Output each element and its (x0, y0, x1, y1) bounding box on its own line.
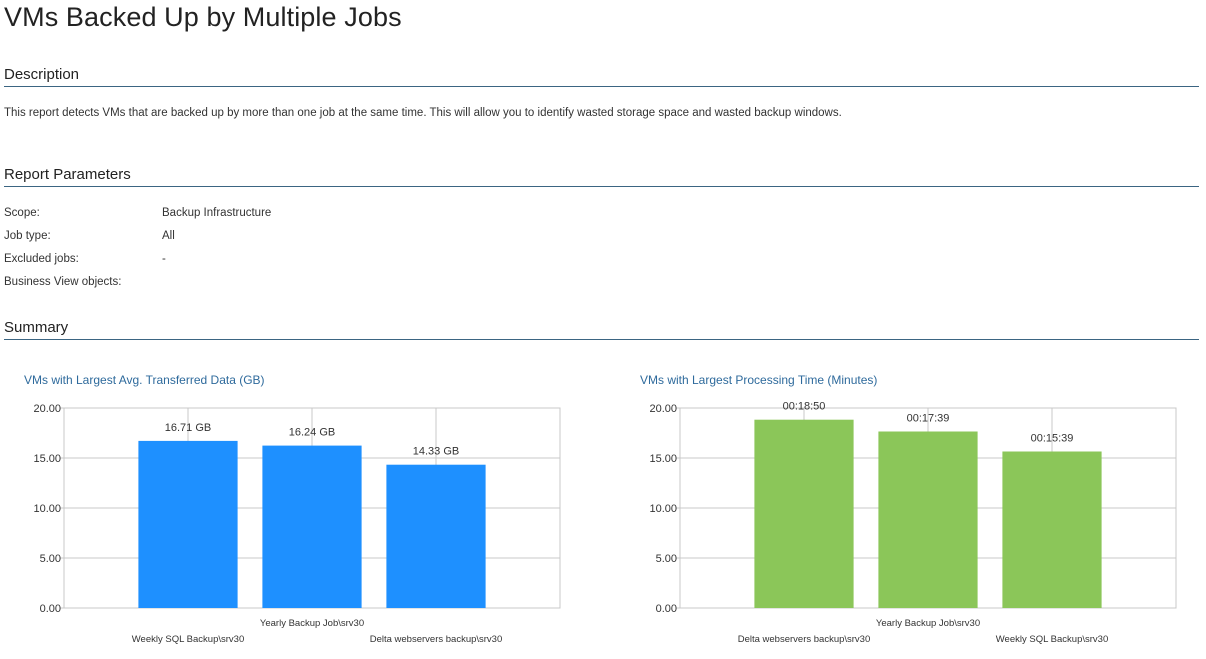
data-label: 16.24 GB (289, 427, 335, 439)
report-parameters-heading: Report Parameters (4, 166, 1199, 187)
param-label: Scope: (4, 207, 40, 219)
category-label: Delta webservers backup\srv30 (370, 634, 503, 645)
chart-title-processing-time: VMs with Largest Processing Time (Minute… (640, 373, 878, 387)
y-tick-label: 5.00 (40, 553, 61, 565)
y-tick-label: 20.00 (649, 403, 677, 415)
category-label: Yearly Backup Job\srv30 (260, 618, 364, 629)
param-label: Business View objects: (4, 276, 122, 288)
bar (386, 464, 486, 608)
param-value: Backup Infrastructure (162, 207, 272, 219)
summary-heading: Summary (4, 319, 1199, 340)
y-tick-label: 10.00 (649, 503, 677, 515)
description-heading: Description (4, 66, 1199, 87)
param-value: All (162, 230, 175, 242)
category-label: Yearly Backup Job\srv30 (876, 618, 980, 629)
y-tick-label: 0.00 (40, 603, 61, 615)
category-label: Delta webservers backup\srv30 (738, 634, 871, 645)
y-tick-label: 20.00 (33, 403, 61, 415)
y-tick-label: 10.00 (33, 503, 61, 515)
param-value: - (162, 253, 166, 265)
bar (262, 445, 362, 608)
data-label: 14.33 GB (413, 446, 459, 458)
page-title: VMs Backed Up by Multiple Jobs (4, 2, 402, 32)
y-tick-label: 15.00 (649, 453, 677, 465)
param-label: Excluded jobs: (4, 253, 79, 265)
data-label: 00:18:50 (783, 401, 826, 413)
category-label: Weekly SQL Backup\srv30 (996, 634, 1108, 645)
data-label: 16.71 GB (165, 422, 211, 434)
bar (138, 440, 238, 608)
chart-processing-time: 0.00 5.00 10.00 15.00 20.00 00:18:50 Delta web… (649, 401, 1177, 645)
chart-title-transferred-data: VMs with Largest Avg. Transferred Data (… (24, 373, 265, 387)
y-tick-label: 5.00 (656, 553, 677, 565)
y-tick-label: 0.00 (656, 603, 677, 615)
bar (1002, 451, 1102, 608)
data-label: 00:15:39 (1031, 433, 1074, 445)
chart-transferred-data: 0.00 5.00 10.00 15.00 20.00 16.71 GB Weekly SQ… (33, 403, 561, 645)
y-tick-label: 15.00 (33, 453, 61, 465)
description-text: This report detects VMs that are backed … (4, 107, 842, 119)
bar (754, 419, 854, 608)
param-label: Job type: (4, 230, 51, 242)
bar (878, 431, 978, 608)
category-label: Weekly SQL Backup\srv30 (132, 634, 244, 645)
data-label: 00:17:39 (907, 413, 950, 425)
